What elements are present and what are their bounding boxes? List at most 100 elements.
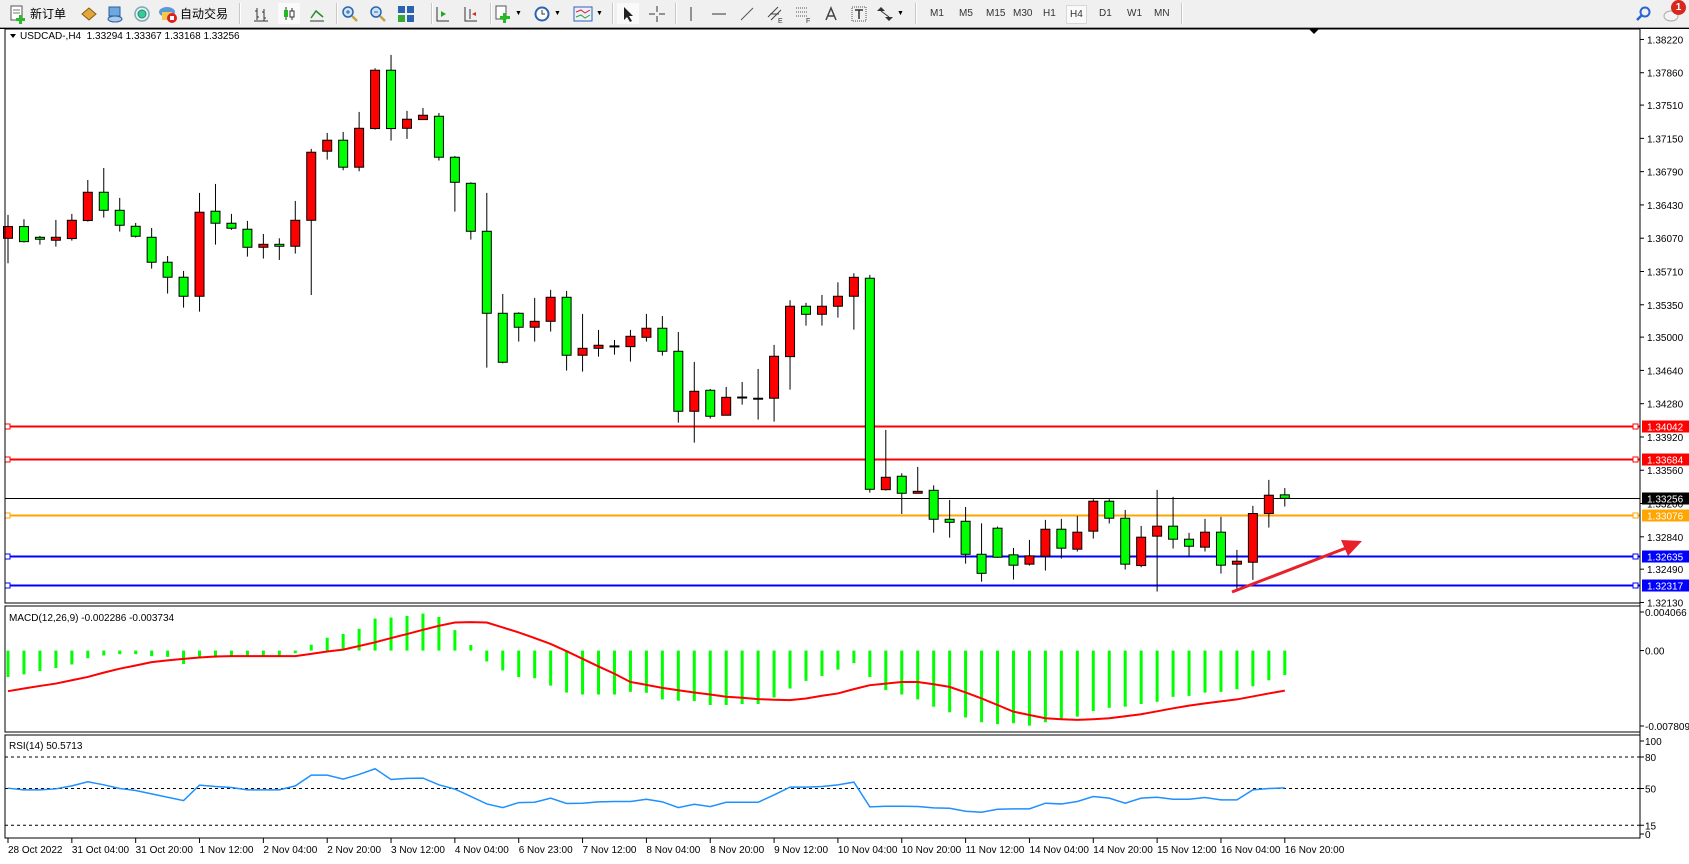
candle[interactable] [98,167,109,218]
candle[interactable] [801,302,811,326]
chart-canvas[interactable]: 1.38220 1.37860 1.37510 1.37150 1.36790 1.364… [0,28,1689,864]
candle[interactable] [465,182,476,240]
candle[interactable] [338,131,349,171]
candle[interactable] [513,312,524,342]
candle[interactable] [306,148,317,295]
candle[interactable] [18,219,29,243]
new-order-button[interactable]: 新订单 [8,3,66,24]
candle[interactable] [1136,525,1147,568]
candle[interactable] [976,523,987,582]
candle[interactable] [417,107,428,121]
candle[interactable] [66,213,77,241]
timeframe-d1[interactable]: D1 [1099,8,1112,19]
candle[interactable] [370,68,381,130]
timeframe-m30[interactable]: M30 [1013,8,1033,19]
candle[interactable] [785,300,796,390]
candle[interactable] [880,429,891,491]
candle[interactable] [753,368,764,420]
candle[interactable] [896,473,907,514]
candle[interactable] [354,111,365,172]
price-pane[interactable] [3,54,1641,592]
text-button[interactable] [820,3,842,24]
trendline-button[interactable] [736,3,758,24]
candle[interactable] [1120,509,1131,570]
auto-trading-button[interactable]: 自动交易 [158,3,228,24]
candle[interactable] [864,274,875,493]
market-watch-button[interactable] [78,3,100,24]
data-window-button[interactable] [104,3,126,24]
candle[interactable] [689,361,700,443]
zoom-in-button[interactable] [339,3,361,24]
candle[interactable] [130,222,141,238]
candle[interactable] [960,506,971,564]
candle[interactable] [481,192,492,368]
candle[interactable] [1263,479,1274,528]
candle[interactable] [577,313,588,372]
candle[interactable] [1168,496,1179,549]
candle[interactable] [529,297,540,342]
candle[interactable] [1056,518,1067,559]
candle[interactable] [497,293,508,364]
vertical-line-button[interactable] [680,3,702,24]
crosshair-button[interactable] [646,3,668,24]
fibonacci-button[interactable]: F [792,3,814,24]
candle[interactable] [769,344,780,422]
arrows-button[interactable]: ▼ [876,3,904,24]
candle[interactable] [816,294,827,326]
line-handle[interactable] [1632,553,1639,560]
candle[interactable] [928,485,939,533]
search-button[interactable] [1632,3,1654,24]
periods-button[interactable]: ▼ [533,3,561,24]
candle[interactable] [705,388,716,419]
text-label-button[interactable] [848,3,870,24]
timeframe-h4[interactable]: H4 [1066,5,1087,24]
timeframe-w1[interactable]: W1 [1127,8,1142,19]
candle[interactable] [1231,549,1242,590]
chart-window[interactable]: 1.38220 1.37860 1.37510 1.37150 1.36790 1.364… [0,28,1689,864]
line-handle[interactable] [4,512,11,519]
cursor-button[interactable] [617,3,639,24]
tile-windows-button[interactable] [395,3,417,24]
candle[interactable] [737,381,748,405]
candle[interactable] [1088,499,1099,539]
candle[interactable] [1215,516,1226,574]
candle[interactable] [1024,539,1035,566]
candle[interactable] [1072,515,1083,552]
candle[interactable] [162,255,173,294]
chat-button[interactable]: 1 [1660,0,1686,24]
candle[interactable] [402,110,412,139]
candle[interactable] [848,273,859,330]
candle[interactable] [3,214,13,264]
line-handle[interactable] [4,582,11,589]
candle[interactable] [50,219,61,247]
trend-arrow[interactable] [1231,540,1362,594]
candlestick-button[interactable] [278,3,300,24]
line-handle[interactable] [4,553,11,560]
candle[interactable] [1040,519,1051,571]
bar-chart-button[interactable] [250,3,272,24]
line-handle[interactable] [1632,512,1639,519]
templates-button[interactable]: ▼ [573,3,603,24]
candle[interactable] [561,290,572,371]
candle[interactable] [641,313,652,342]
auto-scroll-button[interactable] [431,3,453,24]
candle[interactable] [114,197,125,232]
line-handle[interactable] [4,456,11,463]
candle[interactable] [657,315,668,356]
candle[interactable] [449,155,460,212]
candle[interactable] [178,270,189,308]
indicators-button[interactable]: ▼ [494,3,522,24]
candle[interactable] [194,192,205,312]
chart-shift-marker-icon[interactable] [1309,29,1319,34]
line-chart-button[interactable] [306,3,328,24]
timeframe-m5[interactable]: M5 [959,8,973,19]
candle[interactable] [226,213,237,230]
symbol-dropdown-icon[interactable] [10,34,16,38]
candle[interactable] [242,220,253,257]
candle[interactable] [1247,505,1258,580]
line-handle[interactable] [1632,456,1639,463]
candle[interactable] [832,282,843,318]
candle[interactable] [258,233,269,259]
candle[interactable] [1184,532,1195,557]
candle[interactable] [1279,488,1290,507]
